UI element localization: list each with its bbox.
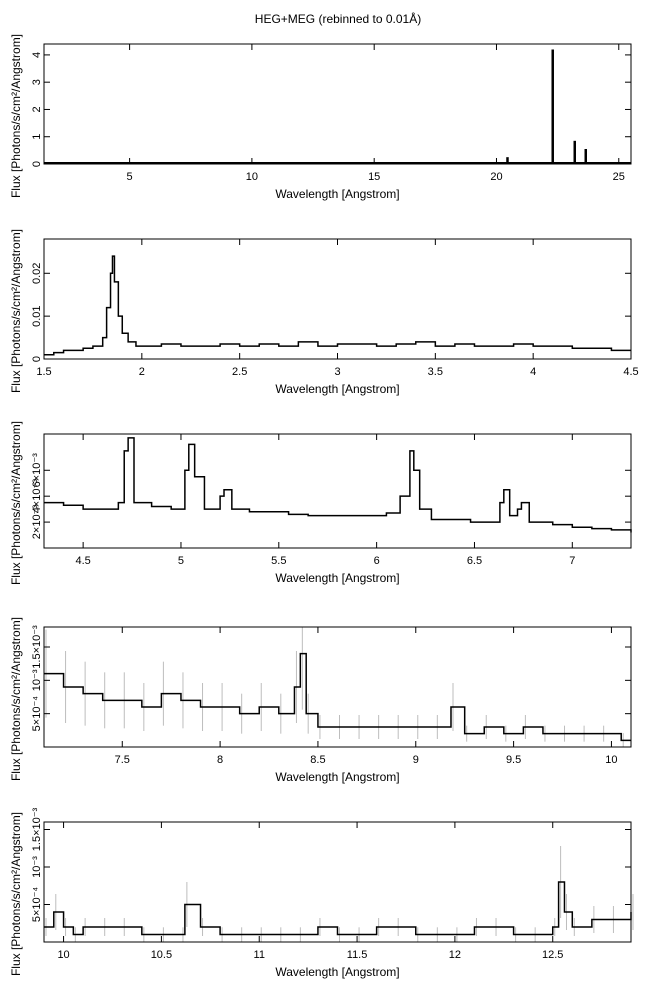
y-axis-label: Flux [Photons/s/cm²/Angstrom] (9, 617, 23, 781)
x-tick-label: 3.5 (428, 366, 443, 378)
x-tick-label: 6.5 (467, 555, 482, 567)
y-tick-label: 2 (31, 106, 43, 112)
y-tick-label: 0 (31, 161, 43, 167)
y-tick-label: 6×10⁻³ (31, 453, 43, 488)
x-tick-label: 9 (413, 754, 419, 766)
y-tick-label: 3 (31, 79, 43, 85)
x-axis-label: Wavelength [Angstrom] (275, 965, 399, 979)
plot-frame (43, 433, 632, 549)
y-tick-label: 4 (31, 52, 43, 58)
plot-frame (43, 821, 632, 943)
x-axis-label: Wavelength [Angstrom] (275, 382, 399, 396)
y-tick-label: 4×10⁻³ (31, 479, 43, 514)
plot-frame (43, 43, 632, 165)
x-tick-label: 15 (368, 171, 380, 183)
x-tick-label: 9.5 (506, 754, 521, 766)
y-tick-label: 0.01 (31, 305, 43, 326)
y-axis-label: Flux [Photons/s/cm²/Angstrom] (9, 421, 23, 585)
panel-4: 7.5 8 8.5 9 9.5 10 5×10⁻⁴ 10⁻³1.5×10⁻³ Wavelengt… (9, 617, 632, 784)
x-tick-label: 12.5 (542, 949, 563, 961)
plot-frame (43, 626, 632, 748)
y-tick-label: 5×10⁻⁴ (31, 887, 43, 923)
y-tick-label: 1 (31, 134, 43, 140)
x-tick-label: 7 (569, 555, 575, 567)
y-tick-label: 5×10⁻⁴ (31, 696, 43, 732)
y-tick-label: 10⁻³ (31, 856, 43, 878)
spectrum-trace-1 (44, 255, 631, 356)
y-tick-label: 10⁻³ (31, 669, 43, 691)
x-tick-label: 2.5 (232, 366, 247, 378)
x-tick-label: 8.5 (310, 754, 325, 766)
x-tick-label: 12 (449, 949, 461, 961)
x-tick-label: 5.5 (271, 555, 286, 567)
x-tick-label: 10 (246, 171, 258, 183)
y-tick-label: 0.02 (31, 263, 43, 284)
y-tick-label: 1.5×10⁻³ (31, 625, 43, 669)
x-axis-label: Wavelength [Angstrom] (275, 187, 399, 201)
y-tick-label: 2×10⁻³ (31, 505, 43, 540)
x-tick-label: 11.5 (347, 949, 368, 961)
plot-frame (43, 238, 632, 360)
x-tick-label: 1.5 (36, 366, 51, 378)
x-tick-label: 3 (334, 366, 340, 378)
x-tick-label: 25 (613, 171, 625, 183)
x-tick-label: 10 (57, 949, 69, 961)
figure-title: HEG+MEG (rebinned to 0.01Å) (255, 11, 421, 26)
x-tick-label: 7.5 (115, 754, 130, 766)
panel-5: 10 10.5 11 11.5 12 12.5 5×10⁻⁴ 10⁻³ 1.5×10⁻³ Wave… (9, 807, 634, 979)
x-axis-label: Wavelength [Angstrom] (275, 571, 399, 585)
x-tick-label: 4 (530, 366, 536, 378)
x-tick-label: 6 (374, 555, 380, 567)
x-tick-label: 11 (254, 949, 265, 961)
x-tick-label: 8 (217, 754, 223, 766)
y-tick-label: 0 (31, 356, 43, 362)
x-axis-label: Wavelength [Angstrom] (275, 770, 399, 784)
x-tick-label: 5 (178, 555, 184, 567)
x-tick-label: 4.5 (75, 555, 90, 567)
x-tick-label: 4.5 (623, 366, 638, 378)
x-tick-label: 10.5 (151, 949, 172, 961)
spectrum-trace-1 (44, 437, 632, 533)
x-tick-label: 10 (605, 754, 617, 766)
x-tick-label: 5 (127, 171, 133, 183)
panel-1: 5 10 15 20 25 0 1 2 3 4 Wavelength [Angstrom] Flux … (9, 34, 632, 201)
y-axis-label: Flux [Photons/s/cm²/Angstrom] (9, 34, 23, 198)
x-tick-label: 20 (490, 171, 502, 183)
x-tick-label: 2 (139, 366, 145, 378)
y-axis-label: Flux [Photons/s/cm²/Angstrom] (9, 812, 23, 976)
panel-3: 4.5 5 5.5 6 6.5 7 2×10⁻³4×10⁻³6×10⁻³ Wavelength… (9, 421, 632, 585)
spectrum-trace-1 (44, 652, 631, 742)
y-tick-label: 1.5×10⁻³ (31, 807, 43, 851)
y-axis-label: Flux [Photons/s/cm²/Angstrom] (9, 229, 23, 393)
spectrum-trace-1 (44, 881, 632, 936)
panel-2: 1.5 2 2.5 3 3.5 4 4.5 0 0.01 0.02 Wavelength [Angs… (9, 229, 639, 396)
